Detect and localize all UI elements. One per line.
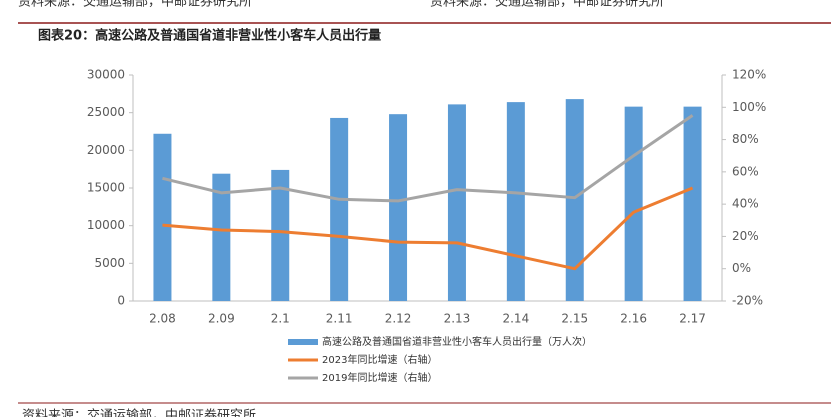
bar: [389, 114, 408, 301]
legend-swatch: [288, 339, 318, 345]
y-tick-label: 30000: [87, 68, 125, 82]
bar: [212, 173, 231, 301]
y-tick-label: 10000: [87, 218, 125, 232]
y2-tick-label: 120%: [732, 68, 766, 82]
x-tick-label: 2.1: [271, 312, 290, 326]
y2-tick-label: 60%: [732, 164, 759, 178]
bar: [683, 106, 702, 301]
source: 资料来源：交通运输部，中邮证券研究所: [22, 408, 256, 417]
x-tick-label: 2.11: [326, 312, 353, 326]
y-tick-label: 15000: [87, 181, 125, 195]
y-tick-label: 25000: [87, 105, 125, 119]
x-tick-label: 2.14: [502, 312, 529, 326]
bar: [565, 99, 584, 302]
x-tick-label: 2.13: [444, 312, 471, 326]
y2-tick-label: 0%: [732, 261, 751, 275]
bar: [447, 104, 466, 301]
y2-tick-label: 40%: [732, 197, 759, 211]
chart-title: 图表20：高速公路及普通国省道非营业性小客车人员出行量: [38, 28, 381, 44]
y-tick-label: 0: [117, 294, 125, 308]
y2-tick-label: -20%: [732, 294, 763, 308]
bar: [330, 117, 349, 301]
legend-label: 2023年同比增速（右轴）: [322, 353, 437, 366]
bar: [506, 102, 525, 302]
bar: [624, 106, 643, 301]
line: [162, 186, 694, 271]
header-right: 资料来源：交通运输部，中邮证券研究所: [430, 0, 664, 10]
x-tick-label: 2.08: [149, 312, 176, 326]
y2-tick-label: 20%: [732, 229, 759, 243]
legend-label: 2019年同比增速（右轴）: [322, 371, 437, 384]
y-tick-label: 20000: [87, 143, 125, 157]
y-tick-label: 5000: [94, 256, 125, 270]
x-tick-label: 2.16: [620, 312, 647, 326]
bar: [153, 133, 172, 301]
line: [162, 114, 694, 203]
legend-label: 高速公路及普通国省道非营业性小客车人员出行量（万人次）: [322, 335, 592, 348]
y2-tick-label: 80%: [732, 132, 759, 146]
x-tick-label: 2.15: [561, 312, 588, 326]
x-tick-label: 2.09: [208, 312, 235, 326]
y2-tick-label: 100%: [732, 100, 766, 114]
x-tick-label: 2.17: [679, 312, 706, 326]
header-left: 资料来源：交通运输部，中邮证券研究所: [18, 0, 252, 10]
bar: [271, 169, 290, 301]
x-tick-label: 2.12: [385, 312, 412, 326]
